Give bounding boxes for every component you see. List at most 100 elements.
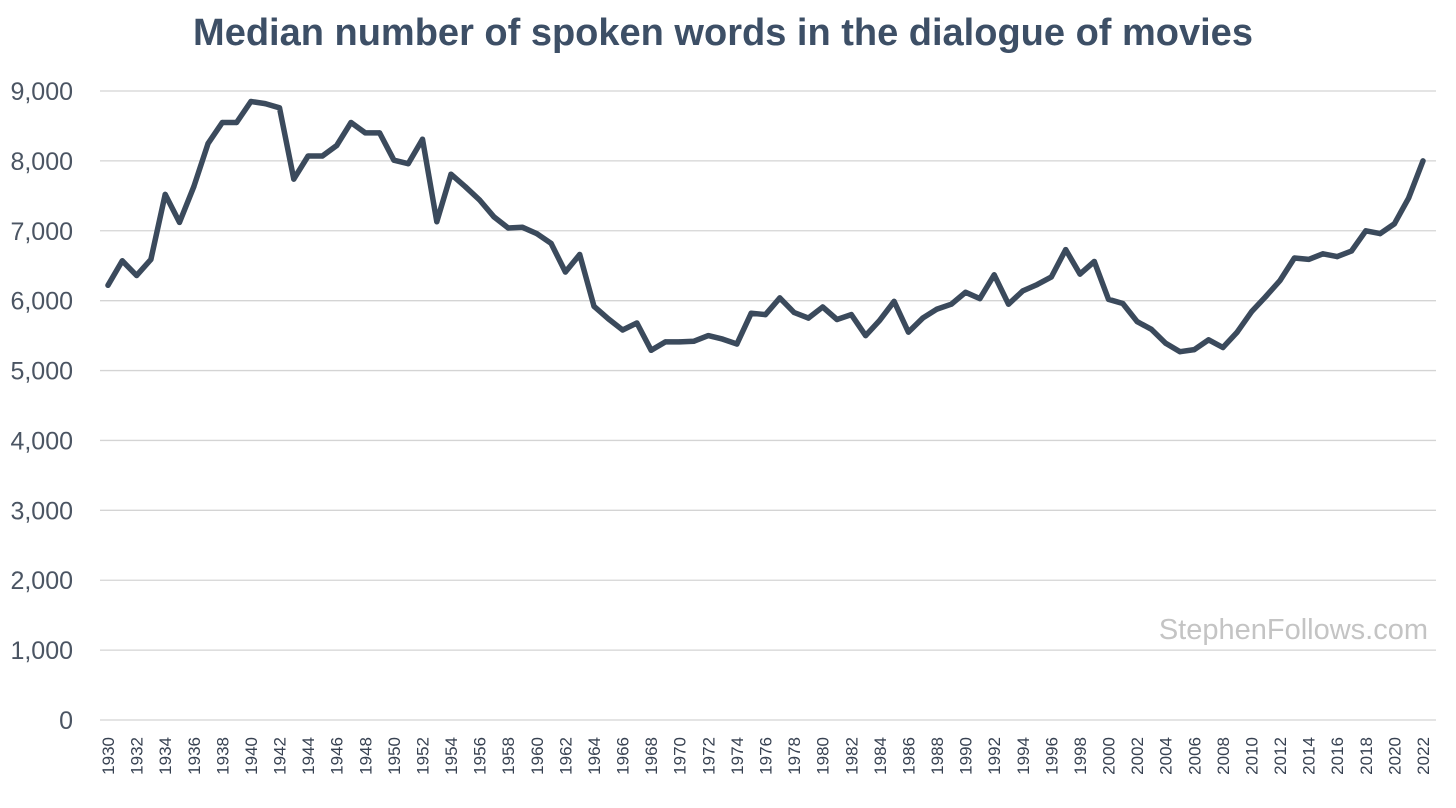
y-tick-label: 3,000 xyxy=(10,497,73,525)
x-tick-label: 1994 xyxy=(1014,737,1033,775)
data-point xyxy=(777,295,783,301)
data-point xyxy=(720,336,726,342)
y-tick-label: 1,000 xyxy=(10,637,73,665)
data-point xyxy=(705,333,711,339)
y-tick-label: 5,000 xyxy=(10,358,73,386)
x-tick-label: 2000 xyxy=(1100,737,1119,775)
x-tick-label: 1950 xyxy=(385,737,404,775)
data-point xyxy=(1348,248,1355,254)
y-tick-label: 7,000 xyxy=(10,218,73,246)
data-point xyxy=(848,312,854,318)
data-point xyxy=(191,184,197,190)
data-point xyxy=(677,339,683,345)
data-point xyxy=(1277,277,1283,283)
data-point xyxy=(805,315,812,321)
data-point xyxy=(1406,195,1412,201)
data-point xyxy=(662,339,669,345)
x-tick-label: 1938 xyxy=(213,737,232,775)
x-tick-label: 1972 xyxy=(699,737,718,775)
data-point xyxy=(1048,274,1054,280)
x-tick-label: 1956 xyxy=(471,737,490,775)
x-tick-label: 1960 xyxy=(528,737,547,775)
data-point xyxy=(1391,221,1397,227)
y-tick-label: 9,000 xyxy=(10,78,73,106)
x-tick-label: 1944 xyxy=(299,737,318,775)
data-point xyxy=(920,315,926,321)
data-point xyxy=(134,272,140,279)
gridlines xyxy=(100,90,1436,721)
data-point xyxy=(963,289,969,295)
data-point xyxy=(591,303,597,309)
x-tick-label: 1954 xyxy=(442,737,461,775)
data-point xyxy=(977,296,983,302)
watermark-main: StephenFollows xyxy=(1159,614,1365,646)
data-point xyxy=(477,197,483,203)
x-tick-label: 1988 xyxy=(928,737,947,775)
x-tick-label: 1932 xyxy=(128,737,147,775)
data-point xyxy=(1234,329,1240,335)
data-point xyxy=(1263,293,1269,300)
data-point xyxy=(1148,326,1154,332)
data-point xyxy=(377,130,383,136)
y-tick-label: 4,000 xyxy=(10,427,73,455)
data-point xyxy=(820,304,826,310)
data-point xyxy=(1020,288,1026,294)
data-point xyxy=(1077,271,1083,277)
data-point xyxy=(748,310,754,316)
data-point xyxy=(405,161,411,167)
data-point xyxy=(505,225,511,231)
chart-title: Median number of spoken words in the dia… xyxy=(193,12,1253,54)
y-axis-ticks: 0 1,000 2,000 3,000 4,000 5,000 6,000 7,000 8,00… xyxy=(10,78,73,735)
x-axis-ticks: 1930 1932 1934 1936 1938 1940 1942 1944 1946 1948… xyxy=(99,737,1433,775)
data-point xyxy=(1005,301,1012,307)
data-point xyxy=(1134,319,1140,325)
x-tick-label: 1946 xyxy=(328,737,347,775)
x-tick-label: 1962 xyxy=(556,737,575,775)
data-point xyxy=(1220,344,1226,351)
x-tick-label: 1990 xyxy=(957,737,976,775)
x-tick-label: 1952 xyxy=(413,737,432,775)
x-tick-label: 2006 xyxy=(1185,737,1204,775)
data-point xyxy=(148,256,154,262)
x-tick-label: 1970 xyxy=(671,737,690,775)
x-tick-label: 1930 xyxy=(99,737,118,775)
data-point xyxy=(448,171,454,177)
data-point xyxy=(834,316,840,323)
x-tick-label: 2022 xyxy=(1414,737,1433,775)
watermark-suffix: .com xyxy=(1365,614,1428,646)
data-point xyxy=(634,320,640,326)
x-tick-label: 1976 xyxy=(757,737,776,775)
x-tick-label: 1964 xyxy=(585,737,604,775)
x-tick-label: 2012 xyxy=(1271,737,1290,775)
x-tick-label: 2008 xyxy=(1214,737,1233,775)
x-tick-label: 2014 xyxy=(1300,737,1319,775)
series-layer xyxy=(105,98,1426,355)
data-point xyxy=(991,272,997,278)
x-tick-label: 1948 xyxy=(356,737,375,775)
data-point xyxy=(1034,282,1040,288)
x-tick-label: 1942 xyxy=(271,737,290,775)
data-point xyxy=(491,214,497,220)
y-tick-label: 2,000 xyxy=(10,567,73,595)
data-point xyxy=(219,119,225,126)
data-point xyxy=(791,309,797,316)
x-tick-label: 1936 xyxy=(185,737,204,775)
data-point xyxy=(1306,256,1312,262)
x-tick-label: 1968 xyxy=(642,737,661,775)
data-point xyxy=(205,140,211,146)
data-point xyxy=(891,298,897,304)
data-point xyxy=(348,119,354,126)
data-point xyxy=(1420,158,1426,164)
data-point xyxy=(1363,228,1369,234)
data-point xyxy=(276,105,283,111)
x-tick-label: 1980 xyxy=(814,737,833,775)
data-point xyxy=(262,101,268,107)
data-point xyxy=(1063,247,1069,253)
data-point xyxy=(577,251,583,258)
data-point xyxy=(1120,300,1126,307)
data-point xyxy=(691,338,697,344)
data-point xyxy=(548,240,554,246)
data-point xyxy=(319,153,325,159)
x-tick-label: 1998 xyxy=(1071,737,1090,775)
